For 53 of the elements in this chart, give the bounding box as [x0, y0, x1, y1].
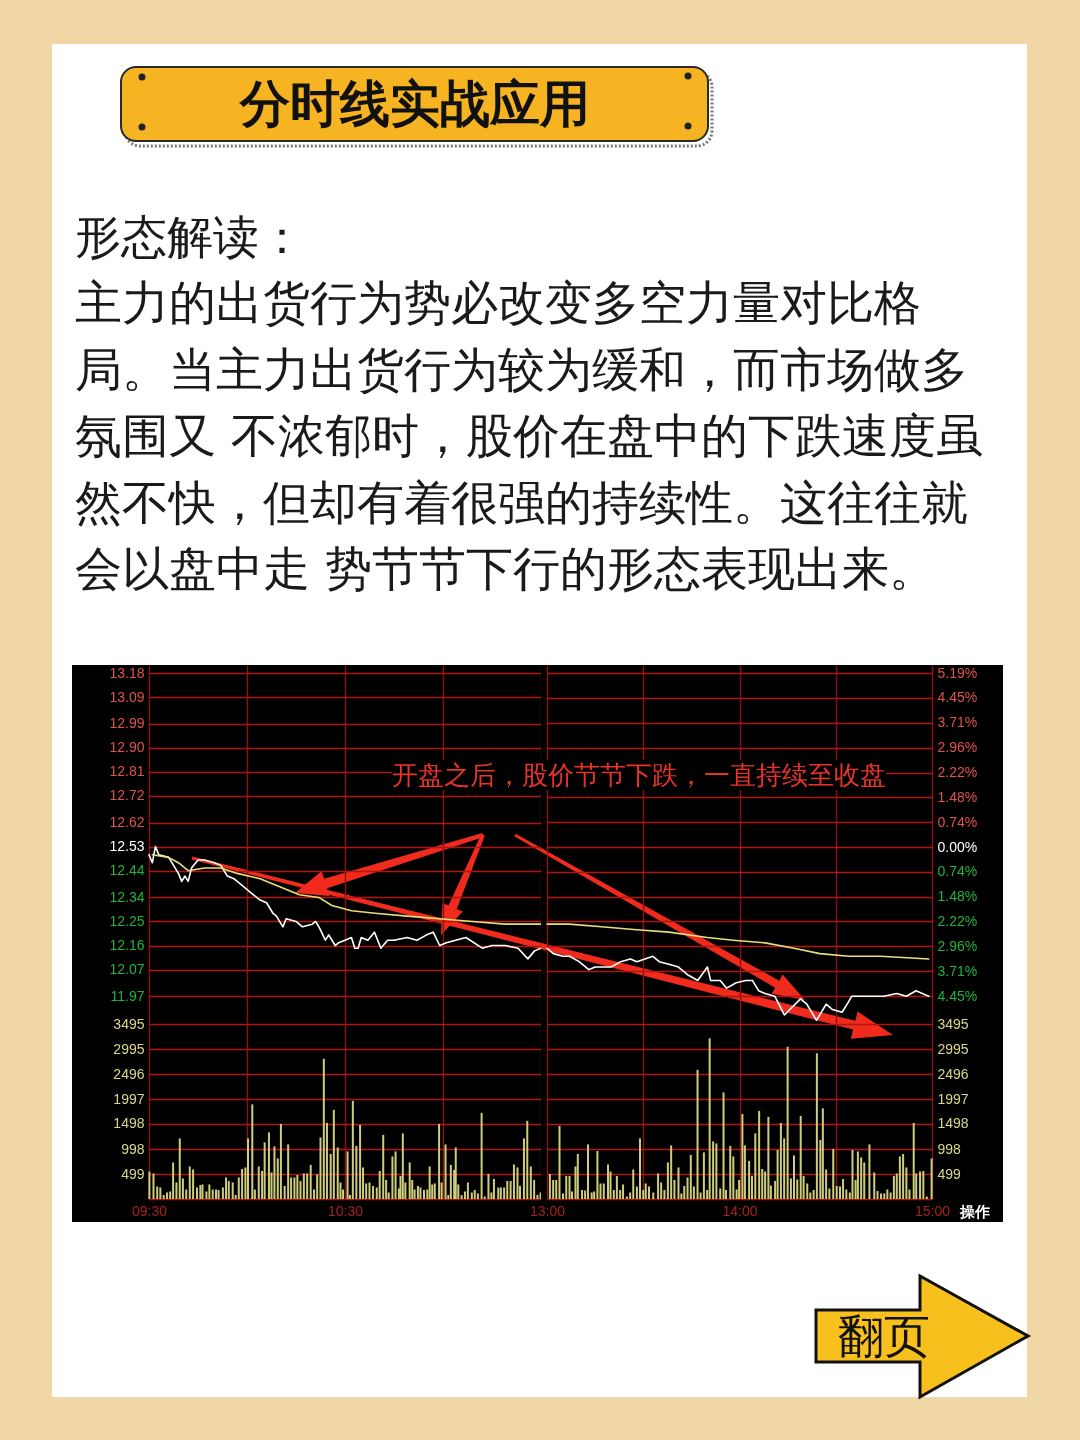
x-tick-label: 09:30 — [131, 1202, 168, 1219]
y-tick-label: 0.00% — [937, 838, 978, 855]
y-tick-label: 0.74% — [937, 863, 978, 880]
y-tick-label: 1.48% — [937, 888, 978, 905]
y-tick-label: 12.53 — [109, 838, 145, 855]
y-tick-label: 4.45% — [937, 987, 978, 1004]
y-tick-label: 3495 — [113, 1015, 145, 1032]
y-tick-label: 12.16 — [109, 937, 145, 954]
y-tick-label: 12.99 — [109, 715, 145, 732]
y-tick-label: 1498 — [937, 1115, 969, 1132]
y-tick-label: 2.96% — [937, 937, 978, 954]
y-tick-label: 12.62 — [109, 814, 145, 831]
y-tick-label: 4.45% — [937, 689, 978, 706]
y-tick-label: 499 — [937, 1165, 962, 1182]
y-tick-label: 2496 — [937, 1065, 969, 1082]
y-tick-label: 11.97 — [110, 987, 145, 1004]
y-tick-label: 1498 — [113, 1115, 145, 1132]
y-tick-label: 12.07 — [109, 961, 145, 978]
y-tick-label: 1.48% — [937, 788, 978, 805]
annotation: 开盘之后，股价节节下跌，一直持续至收盘 — [392, 760, 886, 790]
y-tick-label: 12.72 — [109, 787, 145, 804]
y-tick-label: 1997 — [113, 1090, 145, 1107]
chart-subtitle: 形态解读： — [75, 209, 305, 266]
y-tick-label: 12.25 — [109, 912, 145, 929]
y-tick-label: 2.96% — [937, 739, 978, 756]
chart-title: 分时线实战应用 — [121, 67, 708, 141]
y-tick-label: 13.09 — [109, 688, 145, 705]
y-tick-label: 998 — [937, 1140, 962, 1157]
y-tick-label: 3.71% — [937, 714, 978, 731]
y-tick-label: 3.71% — [937, 962, 978, 979]
y-tick-label: 3495 — [937, 1015, 969, 1032]
y-tick-label: 1997 — [937, 1090, 969, 1107]
y-tick-label: 2.22% — [937, 764, 978, 781]
y-tick-label: 12.90 — [109, 739, 145, 756]
y-tick-label: 12.34 — [109, 888, 145, 905]
x-tick-label: 10:30 — [327, 1202, 364, 1219]
text: 操作 — [959, 1203, 990, 1221]
x-tick-label: 15:00 — [914, 1202, 951, 1219]
text: 翻页 — [838, 1309, 930, 1363]
y-tick-label: 13.18 — [109, 664, 145, 681]
y-tick-label: 0.74% — [937, 813, 978, 830]
x-tick-label: 13:00 — [529, 1202, 566, 1219]
y-tick-label: 2995 — [937, 1040, 969, 1057]
y-tick-label: 2.22% — [937, 912, 978, 929]
y-tick-label: 12.81 — [109, 763, 145, 780]
text: 主力的出货行为势必改变多空力量对比格局。当主力出货行为较为缓和，而市场做多氛围又 不浓郁时，股价在盘中的下跌速度虽然不快，但却有着很强的持续性。这往往就会以盘中走 势节节下行的形态表现出来。 — [75, 274, 984, 599]
y-tick-label: 2496 — [113, 1065, 145, 1082]
y-tick-label: 2995 — [113, 1040, 145, 1057]
x-tick-label: 14:00 — [722, 1202, 758, 1219]
y-tick-label: 5.19% — [937, 664, 978, 681]
y-tick-label: 12.44 — [109, 862, 145, 879]
y-tick-label: 998 — [121, 1140, 145, 1157]
y-tick-label: 499 — [121, 1165, 145, 1182]
